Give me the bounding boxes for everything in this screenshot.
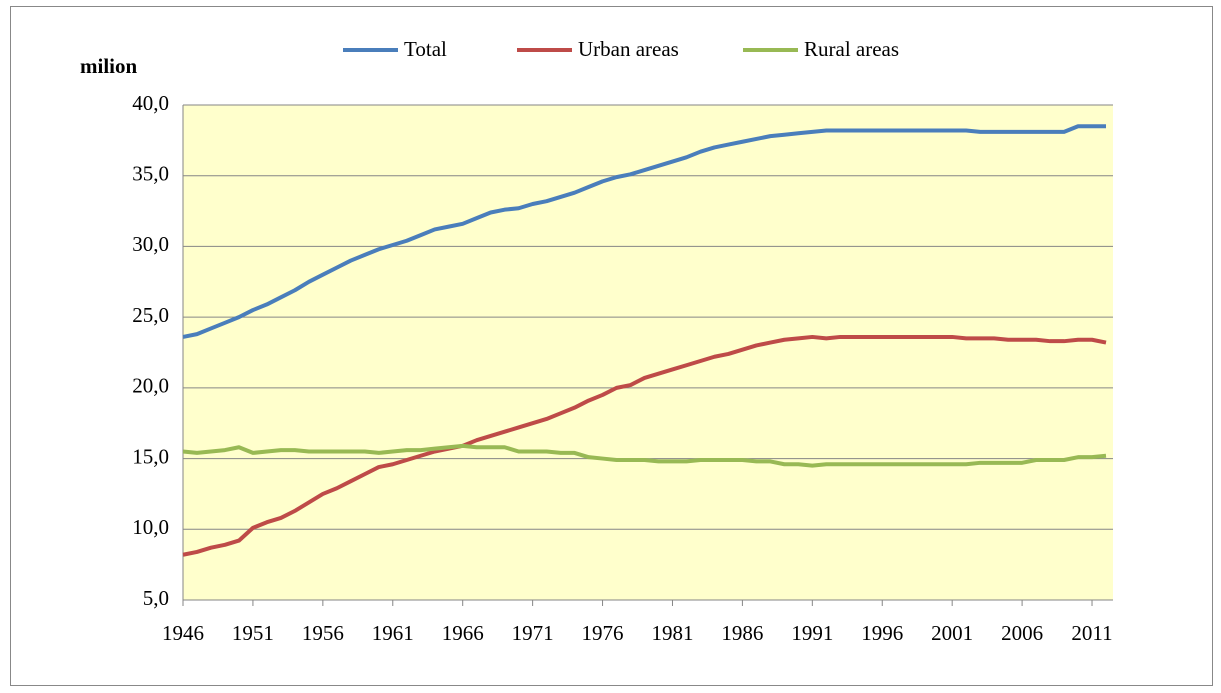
x-tick-label: 1986 (721, 621, 763, 645)
legend-label: Total (404, 37, 447, 61)
y-tick-label: 15,0 (132, 444, 169, 468)
x-tick-label: 1956 (302, 621, 344, 645)
legend-label: Rural areas (804, 37, 899, 61)
y-tick-label: 5,0 (143, 586, 169, 610)
y-tick-label: 40,0 (132, 91, 169, 115)
x-tick-label: 1971 (512, 621, 554, 645)
x-tick-label: 1991 (791, 621, 833, 645)
x-tick-label: 1996 (861, 621, 903, 645)
x-tick-label: 1966 (442, 621, 484, 645)
x-tick-label: 2011 (1071, 621, 1112, 645)
plot-area (183, 105, 1113, 600)
y-axis-label: milion (80, 54, 137, 78)
y-tick-label: 10,0 (132, 515, 169, 539)
y-tick-label: 30,0 (132, 232, 169, 256)
y-tick-label: 25,0 (132, 303, 169, 327)
y-tick-label: 35,0 (132, 162, 169, 186)
series-line (182, 124, 1107, 339)
x-tick-label: 2001 (931, 621, 973, 645)
x-tick-label: 1951 (232, 621, 274, 645)
x-tick-label: 2006 (1001, 621, 1043, 645)
y-tick-label: 20,0 (132, 374, 169, 398)
x-tick-label: 1981 (651, 621, 693, 645)
legend-label: Urban areas (578, 37, 679, 61)
x-tick-label: 1946 (162, 621, 204, 645)
series-line (182, 443, 1107, 468)
series-line (182, 334, 1107, 557)
x-tick-label: 1961 (372, 621, 414, 645)
x-tick-label: 1976 (582, 621, 624, 645)
